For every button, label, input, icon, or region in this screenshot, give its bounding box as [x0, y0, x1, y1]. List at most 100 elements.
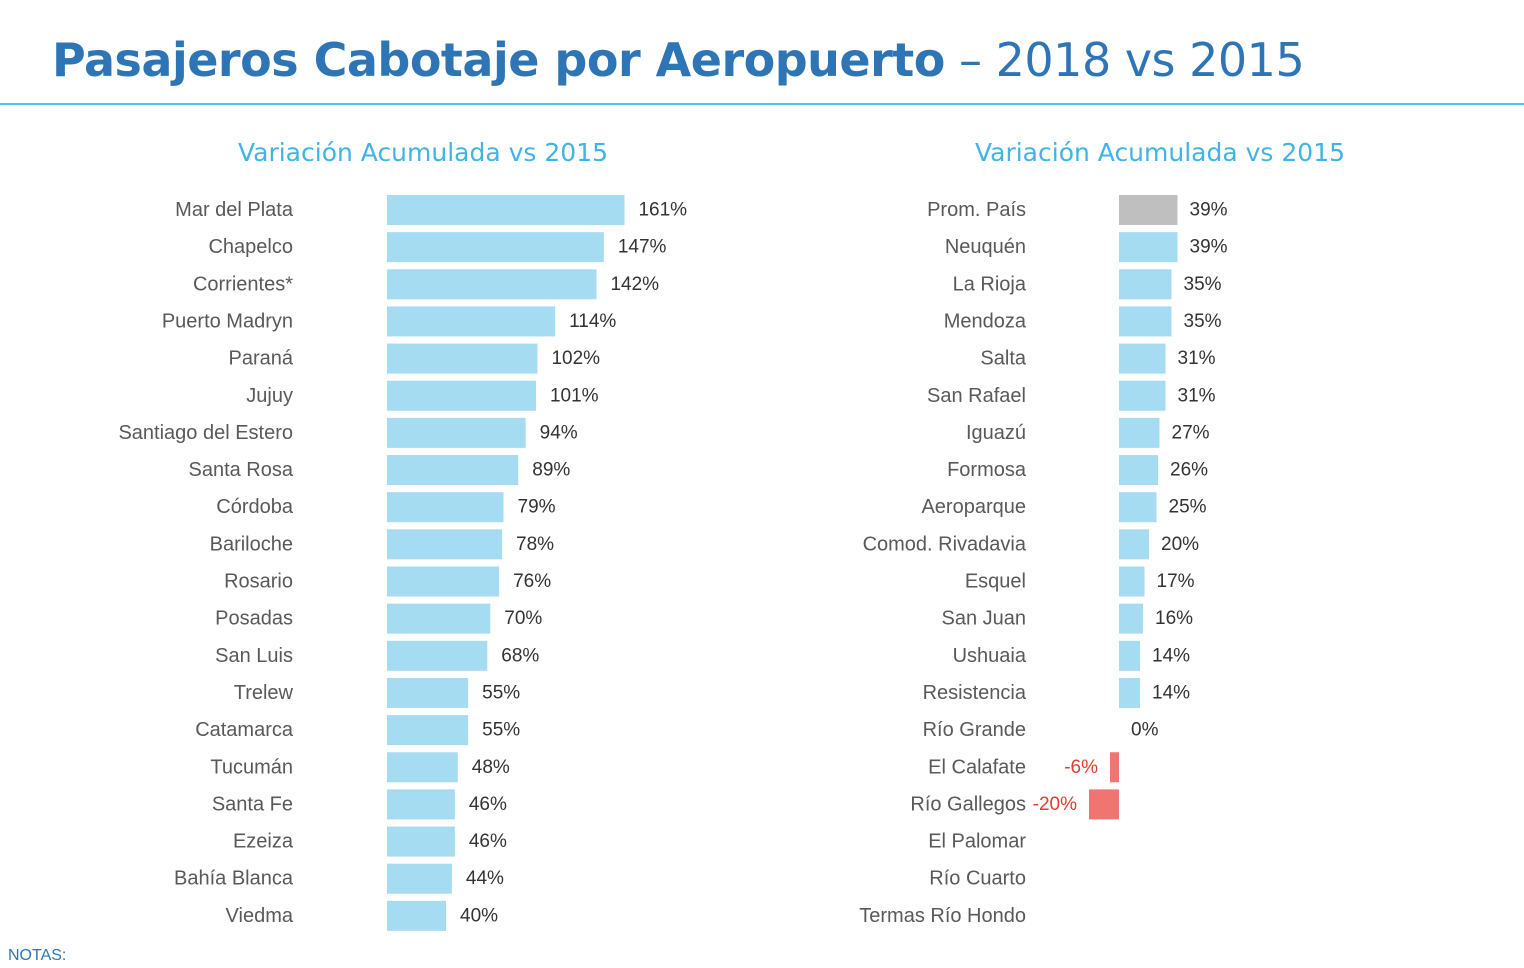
category-label-trelew: Trelew — [234, 682, 294, 704]
bar-la-rioja — [1119, 269, 1172, 300]
bar-corrientes — [387, 269, 597, 300]
category-label-san-rafael: San Rafael — [927, 385, 1026, 407]
bar-mendoza — [1119, 306, 1172, 337]
bar-mar-del-plata — [387, 195, 625, 225]
value-label-chapelco: 147% — [618, 237, 667, 258]
category-label-esquel: Esquel — [965, 571, 1026, 593]
bar-chart-left: Mar del Plata 161% Chapelco 147% Corrientes*… — [118, 195, 687, 931]
category-label-viedma: Viedma — [226, 905, 294, 927]
category-label-ezeiza: Ezeiza — [233, 831, 294, 853]
value-label-formosa: 26% — [1170, 460, 1208, 481]
page-title: Pasajeros Cabotaje por Aeropuerto – 2018… — [52, 28, 1305, 92]
category-label-santa-rosa: Santa Rosa — [188, 459, 293, 481]
bar-salta — [1119, 343, 1166, 374]
bar-bariloche — [387, 529, 503, 560]
bar-jujuy — [387, 380, 536, 411]
value-label-esquel: 17% — [1157, 571, 1195, 592]
chart-title-left: Variación Acumulada vs 2015 — [237, 138, 609, 167]
category-label-corrientes: Corrientes* — [193, 273, 293, 295]
bar-rosario — [387, 566, 500, 597]
bar-cordoba — [387, 492, 504, 523]
bar-formosa — [1119, 455, 1158, 486]
category-label-tucuman: Tucumán — [210, 756, 293, 778]
category-label-chapelco: Chapelco — [208, 236, 293, 258]
category-label-posadas: Posadas — [215, 608, 293, 630]
bar-san-rafael — [1119, 380, 1166, 411]
value-label-viedma: 40% — [460, 905, 498, 926]
category-label-catamarca: Catamarca — [195, 719, 294, 741]
value-label-salta: 31% — [1178, 348, 1216, 369]
value-label-prom-pais: 39% — [1190, 200, 1228, 221]
bar-viedma — [387, 900, 446, 931]
value-label-catamarca: 55% — [482, 720, 520, 741]
bar-santiago-del-estero — [387, 417, 526, 448]
value-label-mar-del-plata: 161% — [638, 200, 687, 221]
bar-santa-fe — [387, 789, 455, 820]
value-label-jujuy: 101% — [550, 385, 599, 406]
category-label-bariloche: Bariloche — [210, 533, 293, 555]
chart-title-right: Variación Acumulada vs 2015 — [974, 138, 1346, 167]
category-label-formosa: Formosa — [947, 459, 1027, 481]
value-label-santiago-del-estero: 94% — [540, 422, 578, 443]
bar-ushuaia — [1119, 640, 1140, 671]
value-label-tucuman: 48% — [472, 757, 510, 778]
category-label-aeroparque: Aeroparque — [921, 496, 1026, 518]
value-label-corrientes: 142% — [610, 274, 659, 295]
value-label-comod-rivadavia: 20% — [1161, 534, 1199, 555]
category-label-prom-pais: Prom. País — [927, 199, 1026, 221]
bar-chapelco — [387, 232, 604, 263]
value-label-santa-rosa: 89% — [532, 460, 570, 481]
bar-chart-right: Prom. País 39% Neuquén 39% La Rioja 35% Mendoz… — [859, 195, 1228, 927]
value-label-bariloche: 78% — [516, 534, 554, 555]
bar-tucuman — [387, 752, 458, 783]
category-label-resistencia: Resistencia — [923, 682, 1027, 704]
category-label-mar-del-plata: Mar del Plata — [175, 199, 294, 221]
value-label-mendoza: 35% — [1184, 311, 1222, 332]
title-divider — [0, 103, 1524, 105]
value-label-la-rioja: 35% — [1184, 274, 1222, 295]
bar-comod-rivadavia — [1119, 529, 1149, 560]
value-label-san-juan: 16% — [1155, 608, 1193, 629]
value-label-cordoba: 79% — [518, 497, 556, 518]
bar-bahia-blanca — [387, 863, 452, 894]
value-label-ezeiza: 46% — [469, 831, 507, 852]
category-label-cordoba: Córdoba — [216, 496, 294, 518]
value-label-san-rafael: 31% — [1178, 385, 1216, 406]
category-label-san-luis: San Luis — [215, 645, 293, 667]
category-label-rosario: Rosario — [224, 571, 293, 593]
value-label-posadas: 70% — [504, 608, 542, 629]
bar-aeroparque — [1119, 492, 1157, 523]
bar-san-luis — [387, 640, 488, 671]
bar-trelew — [387, 677, 469, 708]
bar-neuquen — [1119, 232, 1178, 263]
value-label-rio-gallegos: -20% — [1033, 794, 1077, 815]
bar-resistencia — [1119, 677, 1140, 708]
value-label-rio-grande: 0% — [1131, 720, 1159, 741]
category-label-santa-fe: Santa Fe — [212, 793, 293, 815]
bar-ezeiza — [387, 826, 455, 857]
value-label-resistencia: 14% — [1152, 682, 1190, 703]
category-label-neuquen: Neuquén — [945, 236, 1026, 258]
bar-catamarca — [387, 715, 469, 746]
chart-panel-right: Variación Acumulada vs 2015 Prom. País 39… — [780, 130, 1524, 940]
value-label-iguazu: 27% — [1172, 422, 1210, 443]
category-label-rio-cuarto: Río Cuarto — [929, 868, 1026, 890]
bar-parana — [387, 343, 538, 374]
category-label-parana: Paraná — [229, 348, 294, 370]
category-label-salta: Salta — [980, 348, 1026, 370]
value-label-santa-fe: 46% — [469, 794, 507, 815]
chart-panel-left: Variación Acumulada vs 2015 Mar del Plat… — [0, 130, 780, 940]
bar-posadas — [387, 603, 491, 634]
category-label-la-rioja: La Rioja — [953, 273, 1027, 295]
category-label-puerto-madryn: Puerto Madryn — [162, 310, 293, 332]
page-title-period: – 2018 vs 2015 — [944, 33, 1305, 87]
bar-santa-rosa — [387, 455, 519, 486]
category-label-san-juan: San Juan — [941, 608, 1026, 630]
bar-el-calafate — [1110, 752, 1119, 783]
category-label-el-palomar: El Palomar — [928, 831, 1026, 853]
category-label-mendoza: Mendoza — [944, 310, 1027, 332]
value-label-rosario: 76% — [513, 571, 551, 592]
value-label-trelew: 55% — [482, 682, 520, 703]
value-label-el-calafate: -6% — [1064, 757, 1098, 778]
category-label-ushuaia: Ushuaia — [953, 645, 1027, 667]
